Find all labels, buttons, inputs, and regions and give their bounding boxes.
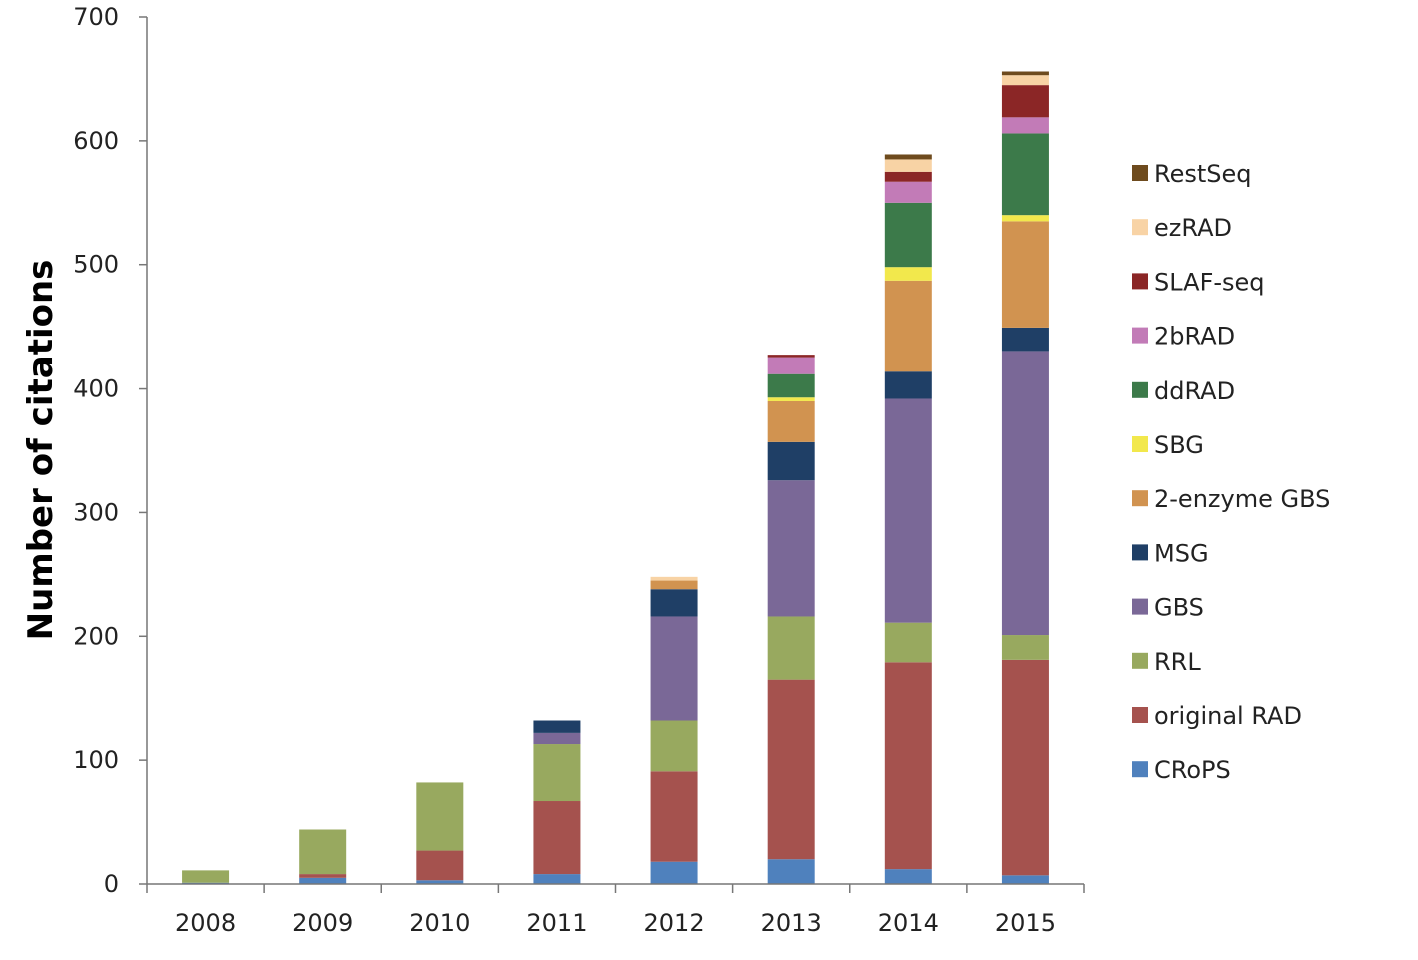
bar-segment [533, 732, 581, 745]
bar-segment [1001, 133, 1049, 216]
bar-segment [884, 371, 932, 399]
bar-segment [767, 373, 815, 398]
bar-segment [884, 622, 932, 663]
y-tick-label: 0 [104, 870, 119, 898]
bar-segment [767, 400, 815, 442]
legend-label: SBG [1154, 431, 1204, 459]
y-tick-label: 400 [73, 375, 119, 403]
bar-segment [650, 771, 698, 862]
y-tick-label: 100 [73, 746, 119, 774]
bar-segment [1001, 117, 1049, 134]
bar-segment [1001, 659, 1049, 876]
bar-segment [1001, 215, 1049, 222]
bar-segment [299, 877, 347, 884]
bar-segment [767, 480, 815, 617]
legend-label: 2bRAD [1154, 323, 1235, 351]
bar-segment [1001, 327, 1049, 352]
bar-segment [884, 181, 932, 203]
bar-segment [1001, 71, 1049, 76]
bar-segment [767, 859, 815, 884]
y-tick-label: 300 [73, 498, 119, 526]
y-axis-title: Number of citations [21, 260, 61, 641]
bar-segment [884, 398, 932, 623]
bar-segment [767, 679, 815, 860]
legend-label: ezRAD [1154, 214, 1232, 242]
bar-segment [182, 870, 230, 883]
legend-swatch [1132, 761, 1148, 778]
bar-segment [533, 720, 581, 733]
bar-segment [1001, 85, 1049, 118]
legend-swatch [1132, 490, 1148, 507]
x-tick-label: 2013 [761, 909, 822, 937]
legend-swatch [1132, 273, 1148, 290]
x-tick-label: 2008 [175, 909, 236, 937]
bar-segment [767, 441, 815, 481]
legend-label: MSG [1154, 539, 1209, 567]
bar-segment [533, 874, 581, 884]
y-tick-label: 200 [73, 622, 119, 650]
bar-segment [416, 880, 464, 884]
bar-segment [884, 662, 932, 870]
bar-segment [884, 280, 932, 372]
legend-swatch [1132, 707, 1148, 723]
bar-segment [1001, 351, 1049, 636]
legend-label: RRL [1154, 648, 1201, 676]
legend-swatch [1132, 327, 1148, 344]
bar-segment [416, 782, 464, 851]
bar-segment [1001, 875, 1049, 884]
bar-segment [884, 159, 932, 172]
x-tick-label: 2009 [292, 909, 353, 937]
bar-segment [884, 267, 932, 281]
x-tick-label: 2014 [878, 909, 939, 937]
bar-segment [650, 861, 698, 884]
bar-segment [884, 154, 932, 160]
y-tick-label: 500 [73, 251, 119, 279]
bar-segment [1001, 635, 1049, 660]
y-tick-label: 700 [73, 3, 119, 31]
legend-label: ddRAD [1154, 377, 1235, 405]
bar-segment [884, 202, 932, 268]
legend-swatch [1132, 544, 1148, 561]
bar-segment [884, 171, 932, 182]
y-tick-label: 600 [73, 127, 119, 155]
legend-label: GBS [1154, 594, 1204, 622]
legend-label: original RAD [1154, 702, 1302, 730]
bar-segment [650, 580, 698, 590]
bar-segment [533, 801, 581, 875]
x-tick-label: 2012 [644, 909, 705, 937]
x-tick-label: 2011 [526, 909, 587, 937]
bar-segment [650, 720, 698, 772]
bar-segment [650, 589, 698, 617]
legend-label: CRoPS [1154, 756, 1231, 784]
bar-segment [767, 355, 815, 358]
bar-segment [1001, 75, 1049, 86]
legend-swatch [1132, 381, 1148, 398]
bar-segment [650, 576, 698, 581]
legend-swatch [1132, 436, 1148, 452]
legend-label: 2-enzyme GBS [1154, 485, 1330, 513]
legend-swatch [1132, 165, 1148, 181]
bar-segment [533, 744, 581, 802]
bar-segment [767, 357, 815, 374]
x-tick-label: 2010 [409, 909, 470, 937]
bar-segment [767, 397, 815, 401]
legend-swatch [1132, 219, 1148, 236]
bar-segment [1001, 221, 1049, 328]
legend-swatch [1132, 652, 1148, 669]
bar-segment [884, 869, 932, 884]
legend-label: RestSeq [1154, 160, 1252, 188]
bar-segment [416, 850, 464, 881]
legend-label: SLAF-seq [1154, 268, 1265, 296]
legend-swatch [1132, 598, 1148, 615]
bar-segment [767, 616, 815, 680]
bar-segment [299, 874, 347, 878]
bar-segment [650, 616, 698, 721]
bar-segment [299, 829, 347, 875]
x-tick-label: 2015 [995, 909, 1056, 937]
